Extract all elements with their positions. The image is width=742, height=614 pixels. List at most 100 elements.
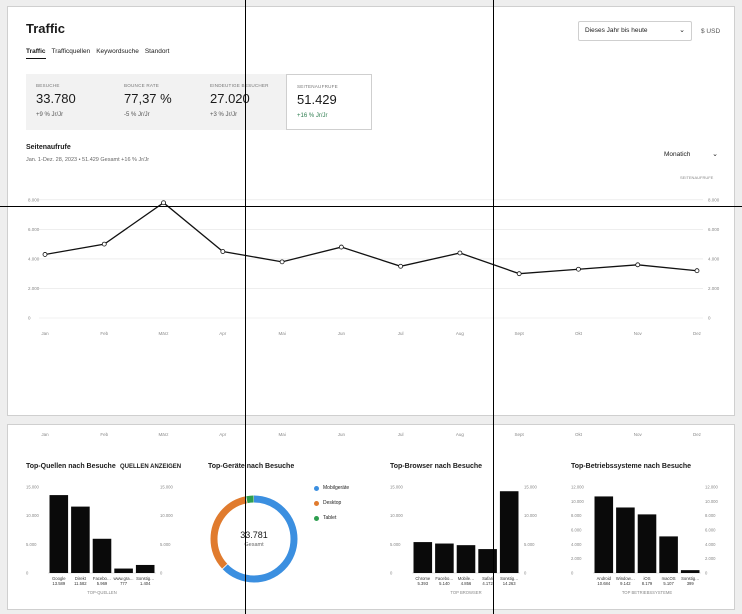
month-tick-label: Jun xyxy=(338,432,346,437)
tab-standort[interactable]: Standort xyxy=(144,48,170,55)
legend-label: Mobilgeräte xyxy=(323,485,350,491)
bar-category-label: macOS xyxy=(662,576,676,581)
bar-value-label: 8.179 xyxy=(642,581,653,586)
x-tick-label: Aug xyxy=(456,331,465,336)
x-tick-label: Okt xyxy=(575,331,583,336)
devices-card-title: Top-Geräte nach Besuche xyxy=(208,463,295,470)
date-range-select[interactable]: Dieses Jahr bis heute ⌄ xyxy=(578,21,692,41)
kpi-bounce-rate[interactable]: BOUNCE RATE 77,37 % -5 % Jr/Jr xyxy=(114,74,200,130)
month-tick-label: Okt xyxy=(575,432,583,437)
bar-value-label: 11.582 xyxy=(74,581,87,586)
bar xyxy=(92,538,112,573)
month-tick-label: Aug xyxy=(456,432,465,437)
month-tick-label: Jan xyxy=(41,432,49,437)
x-tick-label: Feb xyxy=(100,331,108,336)
bar-category-label: Window… xyxy=(616,576,635,581)
date-range-value: Dieses Jahr bis heute xyxy=(585,27,648,34)
bar-value-label: 9.142 xyxy=(620,581,631,586)
x-tick-label: Jan xyxy=(41,331,49,336)
x-tick-label: Nov xyxy=(634,331,643,336)
donut-slice xyxy=(210,495,298,583)
y-tick-label: 0 xyxy=(571,571,574,576)
tab-traffic[interactable]: Traffic xyxy=(26,48,46,59)
y-tick-label-right: 8.000 xyxy=(708,197,720,202)
x-axis-title: TOP BROWSER xyxy=(450,590,481,595)
bar xyxy=(478,549,497,573)
chevron-down-icon: ⌄ xyxy=(679,27,685,34)
month-tick-label: Feb xyxy=(100,432,108,437)
bar-category-label: Safari xyxy=(482,576,493,581)
y-tick-label: 4.000 xyxy=(571,542,582,547)
sources-bar-chart: 0 0 5.000 5.000 10.000 10.000 15.000 15.000 Goog… xyxy=(26,485,173,596)
x-tick-label: Jul xyxy=(398,331,404,336)
bar-value-label: 5.969 xyxy=(97,581,108,586)
bar xyxy=(135,564,155,573)
interval-select[interactable]: Monatich ⌄ xyxy=(656,148,722,163)
y-tick-label: 6.000 xyxy=(28,227,40,232)
data-point xyxy=(279,259,285,265)
chart-title: Seitenaufrufe xyxy=(26,144,71,151)
x-tick-label: März xyxy=(159,331,170,336)
bar xyxy=(680,570,700,573)
month-tick-label: Sept xyxy=(515,432,525,437)
series-label: SEITENAUFRUFE xyxy=(680,175,714,180)
bar xyxy=(594,496,614,573)
x-axis-title: TOP-QUELLEN xyxy=(87,590,116,595)
y-tick-label-right: 2.000 xyxy=(708,286,720,291)
legend-swatch xyxy=(314,500,319,506)
bar-category-label: Mobile… xyxy=(458,576,475,581)
legend-swatch xyxy=(314,485,319,491)
y-tick-label: 8.000 xyxy=(571,513,582,518)
kpi-seitenaufrufe[interactable]: SEITENAUFRUFE 51.429 +16 % Jr/Jr xyxy=(286,74,372,130)
y-tick-label-right: 15.000 xyxy=(524,485,537,490)
chart-subtitle: Jan. 1-Dez. 28, 2023 • 51.429 Gesamt +16… xyxy=(26,157,150,163)
x-tick-label: Dez xyxy=(693,331,702,336)
data-point xyxy=(42,252,48,257)
data-point xyxy=(516,271,522,277)
y-tick-label-right: 10.000 xyxy=(160,513,173,518)
data-point xyxy=(101,241,107,247)
kpi-label: BESUCHE xyxy=(36,83,60,88)
tab-keywordsuche[interactable]: Keywordsuche xyxy=(96,48,139,55)
bar xyxy=(499,491,519,573)
donut-slice xyxy=(210,495,298,583)
y-tick-label: 10.000 xyxy=(571,499,584,504)
x-tick-label: Jun xyxy=(338,331,346,336)
show-sources-link[interactable]: QUELLEN ANZEIGEN xyxy=(120,464,182,470)
legend-label: Desktop xyxy=(323,500,342,506)
bar xyxy=(616,507,635,573)
tab-trafficquellen[interactable]: Trafficquellen xyxy=(51,48,91,55)
y-tick-label: 4.000 xyxy=(28,256,40,261)
month-tick-label: Nov xyxy=(634,432,643,437)
kpi-change: +3 % Jr/Jr xyxy=(210,112,238,118)
y-tick-label: 10.000 xyxy=(390,513,403,518)
y-tick-label-right: 4.000 xyxy=(705,542,716,547)
legend-label: Tablet xyxy=(323,515,337,521)
page-title: Traffic xyxy=(26,21,66,36)
bar-category-label: Sonstig… xyxy=(681,576,699,581)
data-point xyxy=(635,262,641,268)
kpi-label: SEITENAUFRUFE xyxy=(297,84,338,89)
y-tick-label: 0 xyxy=(390,571,393,576)
traffic-panel: Traffic Traffic Trafficquellen Keywordsu… xyxy=(7,6,735,416)
y-tick-label-right: 6.000 xyxy=(708,227,720,232)
bar xyxy=(413,542,433,573)
y-tick-label: 6.000 xyxy=(571,528,582,533)
month-tick-label: Jul xyxy=(398,432,404,437)
overlay-vertical-line xyxy=(493,0,494,614)
kpi-besuche[interactable]: BESUCHE 33.780 +9 % Jr/Jr xyxy=(26,74,114,130)
bar-category-label: iOS xyxy=(644,576,651,581)
data-point xyxy=(398,263,404,269)
bar-category-label: Sonstig… xyxy=(500,576,518,581)
sources-card-title: Top-Quellen nach Besuche xyxy=(26,463,116,470)
y-tick-label: 15.000 xyxy=(26,485,39,490)
devices-legend: Mobilgeräte Desktop Tablet xyxy=(314,485,349,521)
bar-value-label: 4.856 xyxy=(461,581,472,586)
y-tick-label-right: 8.000 xyxy=(705,513,716,518)
kpi-label: EINDEUTIGE BESUCHER xyxy=(210,83,269,88)
overlay-horizontal-line xyxy=(0,206,742,207)
y-tick-label-right: 2.000 xyxy=(705,556,716,561)
bar-value-label: 13.589 xyxy=(52,581,65,586)
legend-item: Tablet xyxy=(314,515,349,521)
kpi-eindeutige-besucher[interactable]: EINDEUTIGE BESUCHER 27.020 +3 % Jr/Jr xyxy=(200,74,286,130)
